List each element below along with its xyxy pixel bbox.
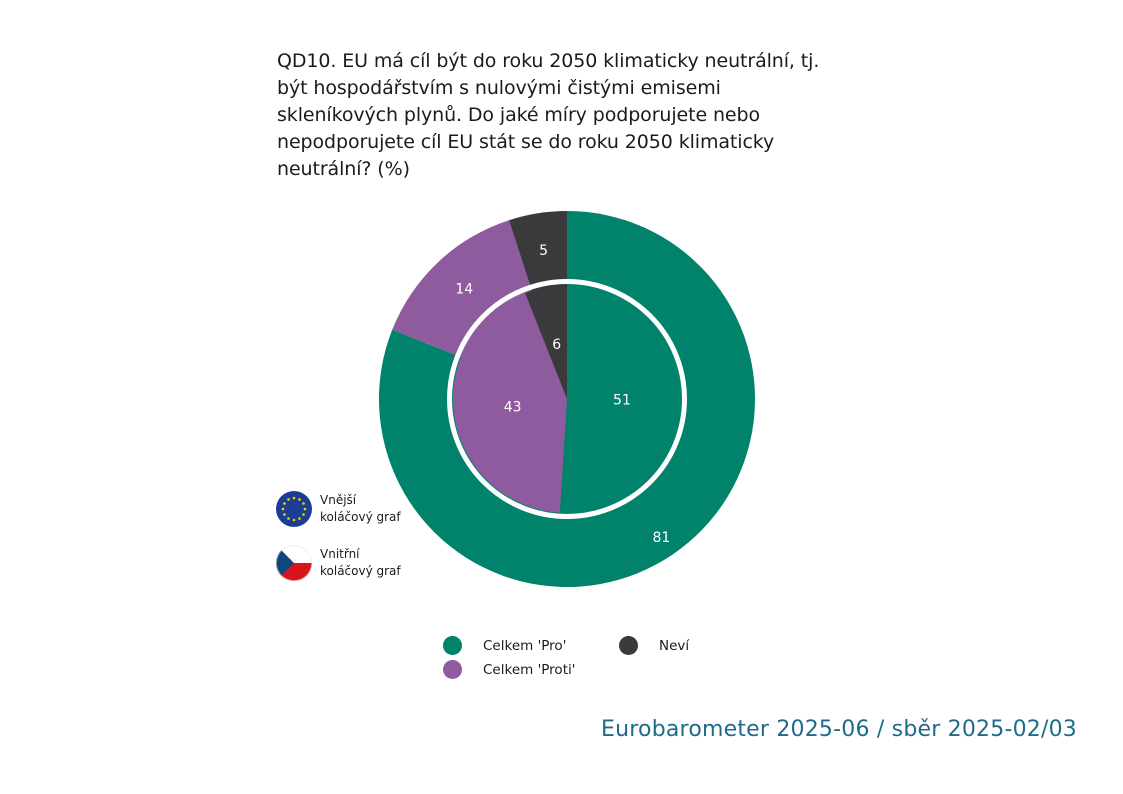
eu-flag-icon — [276, 491, 312, 527]
outer-label-pro: 81 — [653, 530, 671, 546]
side-legend-inner: Vnitřní koláčový graf — [276, 545, 401, 581]
side-legend-inner-label: Vnitřní koláčový graf — [320, 547, 401, 578]
legend-item-proti: Celkem 'Proti' — [443, 660, 575, 679]
inner-slice-proti — [452, 293, 567, 513]
outer-label-proti: 14 — [455, 282, 473, 298]
legend-label-proti: Celkem 'Proti' — [483, 661, 576, 678]
legend-item-pro: Celkem 'Pro' — [443, 636, 566, 655]
legend-item-nevi: Neví — [619, 636, 689, 655]
chart-title: QD10. EU má cíl být do roku 2050 klimati… — [277, 50, 820, 180]
inner-slice-pro — [559, 285, 681, 513]
inner-slice-nevi — [525, 285, 567, 399]
inner-label-nevi: 6 — [552, 337, 561, 353]
inner-pie — [452, 285, 681, 513]
inner-label-pro: 51 — [613, 393, 631, 409]
inner-label-proti: 43 — [504, 400, 522, 416]
inner-separator-ring — [447, 279, 687, 519]
legend-swatch-nevi — [619, 636, 638, 655]
slice-labels: 81 14 5 51 43 6 — [455, 243, 670, 546]
legend-label-pro: Celkem 'Pro' — [483, 637, 567, 654]
legend-swatch-pro — [443, 636, 462, 655]
source-footer: Eurobarometer 2025-06 / sběr 2025-02/03 — [601, 717, 1077, 742]
czech-flag-icon — [276, 545, 312, 581]
legend-label-nevi: Neví — [659, 637, 690, 654]
legend-swatch-proti — [443, 660, 462, 679]
side-legend-outer: Vnější koláčový graf — [276, 491, 401, 527]
outer-label-nevi: 5 — [539, 243, 548, 259]
side-legend-outer-label: Vnější koláčový graf — [320, 493, 401, 524]
